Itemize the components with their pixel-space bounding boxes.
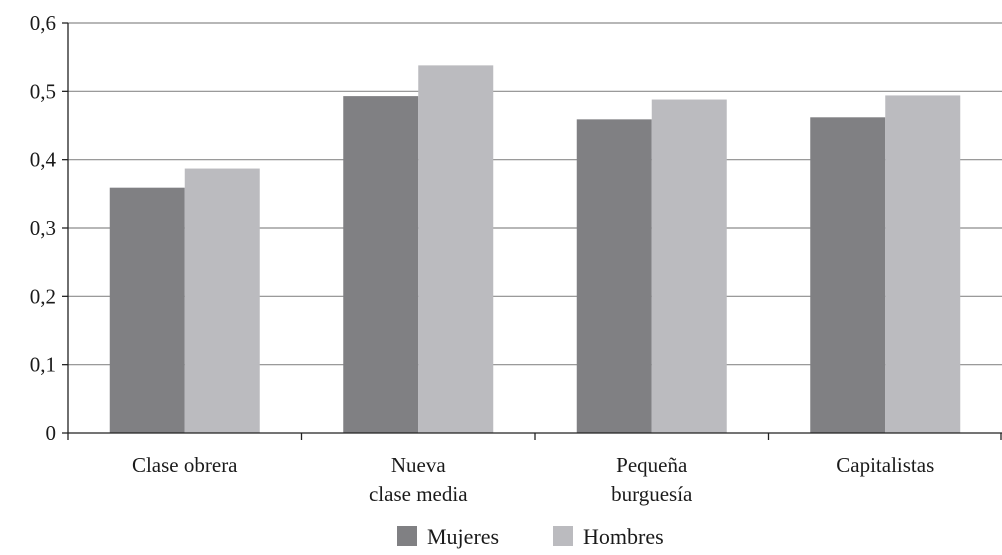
legend-label-mujeres: Mujeres [427,524,499,549]
category-label: Nueva [391,453,446,477]
y-tick-label: 0,1 [30,353,56,377]
y-tick-label: 0,3 [30,216,56,240]
y-tick-label: 0 [46,421,57,445]
category-label: Clase obrera [132,453,238,477]
legend-label-hombres: Hombres [583,524,664,549]
category-label: Capitalistas [836,453,934,477]
y-tick-label: 0,4 [30,148,57,172]
bar-mujeres-0 [109,187,185,433]
bar-mujeres-3 [810,117,886,434]
bar-mujeres-1 [343,96,419,433]
bar-hombres-1 [418,65,494,433]
y-tick-labels: 0 0,1 0,2 0,3 0,4 0,5 0,6 [30,11,57,445]
bar-mujeres-2 [576,119,652,433]
legend-swatch-mujeres [397,526,417,546]
axes [62,22,1002,440]
bar-hombres-0 [184,168,260,434]
bars [109,65,961,434]
y-tick-label: 0,6 [30,11,56,35]
bar-hombres-3 [885,95,961,433]
category-label: clase media [369,482,468,506]
legend: Mujeres Hombres [397,524,664,549]
category-labels: Clase obrera Nueva clase media Pequeña burgu… [132,453,934,506]
y-tick-label: 0,2 [30,284,56,308]
y-tick-label: 0,5 [30,79,56,103]
category-label: Pequeña [616,453,688,477]
legend-swatch-hombres [553,526,573,546]
category-label: burguesía [611,482,693,506]
bar-hombres-2 [651,99,727,434]
